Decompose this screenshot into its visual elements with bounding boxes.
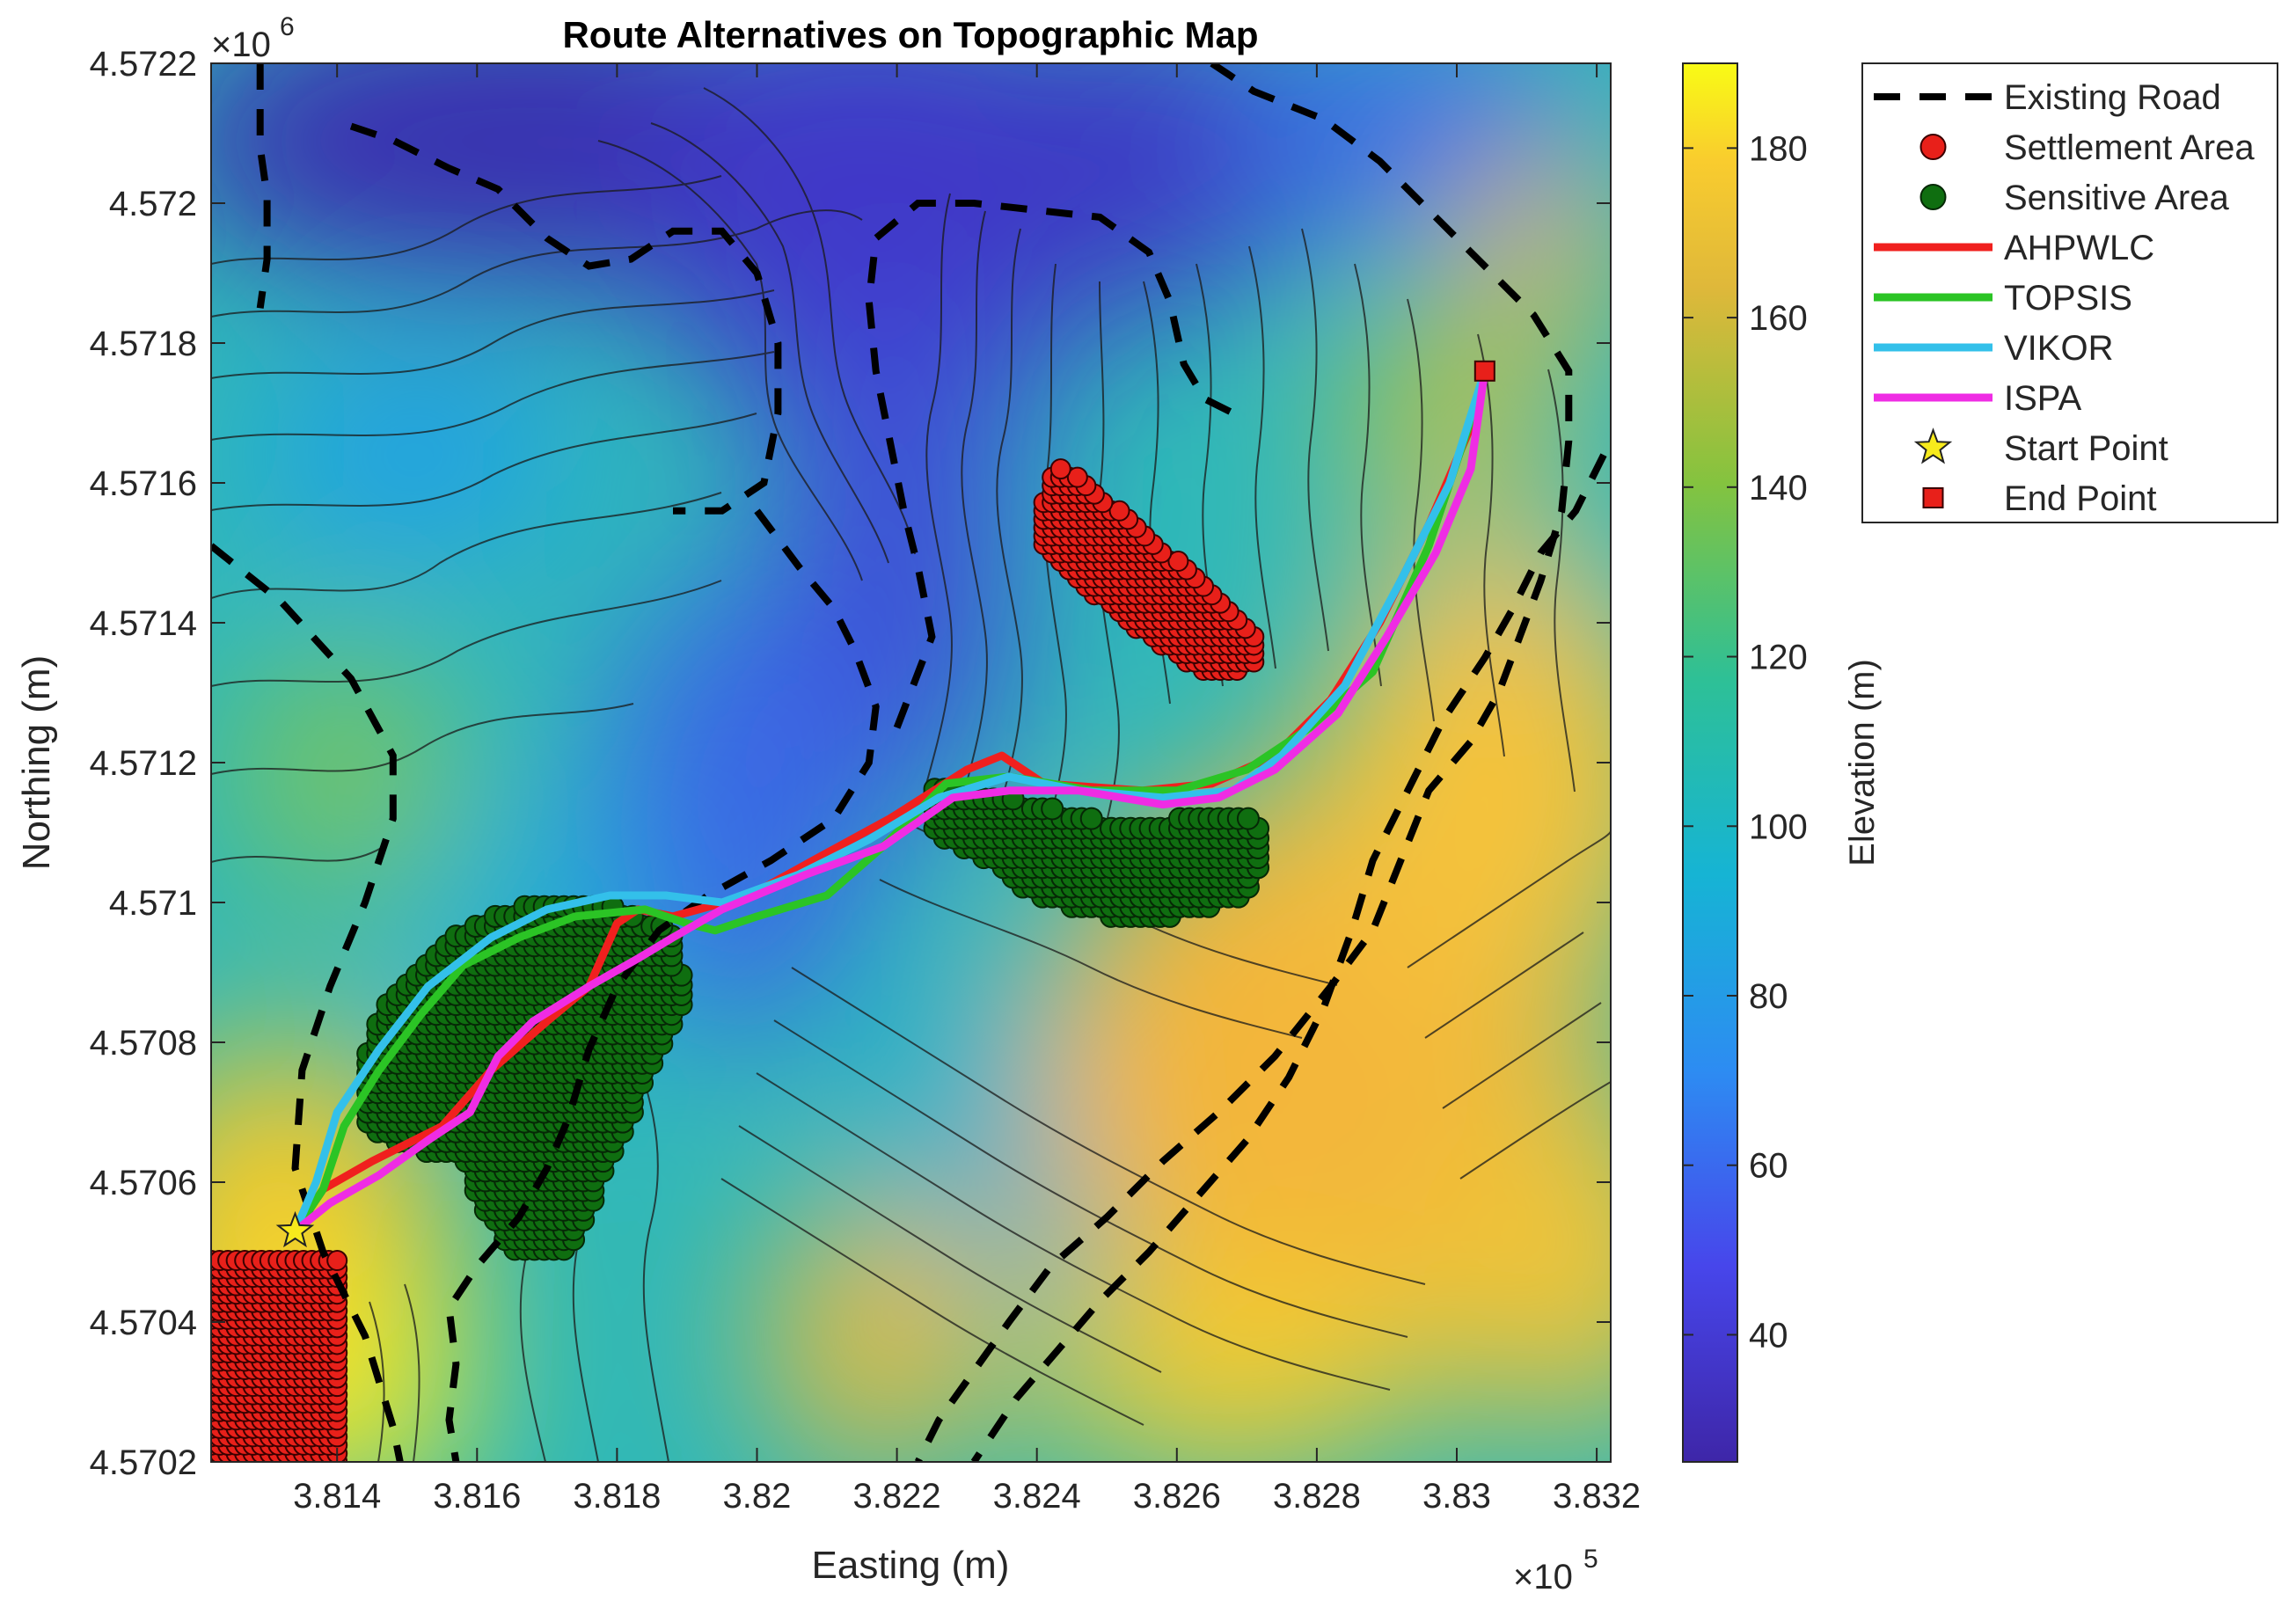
y-tick-label: 4.5716: [90, 464, 197, 503]
x-tick-label: 3.822: [853, 1477, 941, 1516]
y-tick-label: 4.5704: [90, 1304, 197, 1342]
x-tick-label: 3.816: [433, 1477, 521, 1516]
legend-label: AHPWLC: [2004, 229, 2154, 267]
legend-label: Sensitive Area: [2004, 179, 2229, 217]
y-axis-ticks: 4.5702 4.5704 4.5706 4.5708 4.571 4.5712 4.571…: [90, 45, 1611, 1482]
x-exponent-power: 5: [1583, 1545, 1598, 1574]
legend-label: Start Point: [2004, 429, 2168, 468]
legend-entry-settlement-area: Settlement Area: [1919, 128, 2255, 167]
colorbar-tick-label: 180: [1749, 129, 1808, 168]
start-point-marker: [275, 1210, 315, 1248]
legend-label: Existing Road: [2004, 78, 2221, 117]
x-tick-label: 3.826: [1133, 1477, 1221, 1516]
y-exponent-base: ×10: [211, 26, 271, 64]
legend-entry-topsis: TOPSIS: [1874, 279, 2132, 318]
x-tick-label: 3.828: [1273, 1477, 1361, 1516]
colorbar-tick-label: 80: [1749, 977, 1788, 1016]
x-tick-label: 3.824: [993, 1477, 1081, 1516]
plot-data-layer: [211, 63, 1607, 1462]
y-tick-label: 4.5714: [90, 604, 197, 643]
x-tick-label: 3.82: [723, 1477, 792, 1516]
settlement-area-region-2: [1033, 458, 1265, 682]
x-axis-label: Easting (m): [812, 1544, 1010, 1587]
colorbar-tick-label: 120: [1749, 639, 1808, 677]
colorbar-tick-label: 140: [1749, 469, 1808, 508]
colorbar-strip: [1682, 62, 1738, 1463]
legend-label: TOPSIS: [2004, 279, 2132, 318]
settlement-area-marker: [1066, 466, 1088, 488]
legend-swatch-marker: [1919, 184, 1947, 210]
legend-label: VIKOR: [2004, 329, 2113, 368]
route-ispa: [291, 367, 1489, 1236]
legend: Existing Road Settlement Area Sensitive Ar…: [1861, 62, 2278, 523]
legend-label: ISPA: [2004, 379, 2082, 418]
legend-entry-sensitive-area: Sensitive Area: [1919, 179, 2229, 217]
legend-swatch-star: [1913, 427, 1953, 464]
x-exponent-base: ×10: [1513, 1558, 1573, 1596]
x-tick-label: 3.818: [573, 1477, 661, 1516]
y-tick-label: 4.5722: [90, 45, 197, 84]
settlement-area-marker: [1049, 458, 1071, 480]
colorbar-tick-label: 60: [1749, 1147, 1788, 1186]
legend-swatch-square: [1922, 487, 1944, 508]
end-point-marker: [1473, 360, 1495, 382]
legend-entry-ahpwlc: AHPWLC: [1874, 229, 2154, 267]
existing-road-segment-2: [211, 543, 404, 1462]
terrain-blobs: [211, 63, 1611, 1462]
legend-entry-existing-road: Existing Road: [1874, 78, 2221, 117]
settlement-area-marker: [1108, 500, 1130, 522]
colorbar-label: Elevation (m): [1843, 659, 1882, 866]
sensitive-area-marker: [1236, 807, 1260, 830]
x-tick-label: 3.832: [1553, 1477, 1641, 1516]
y-exponent: ×10 6: [211, 12, 295, 64]
legend-entry-ispa: ISPA: [1874, 379, 2082, 418]
route-vikor: [291, 367, 1489, 1236]
terrain-layer: [211, 63, 1611, 1462]
settlement-area-marker: [1167, 551, 1189, 573]
settlement-area-marker: [326, 1250, 348, 1272]
legend-entry-end-point: End Point: [1922, 479, 2156, 518]
y-tick-label: 4.5718: [90, 325, 197, 363]
existing-road-segment-3: [349, 122, 782, 515]
y-tick-label: 4.572: [109, 185, 197, 223]
sensitive-area-marker: [1041, 797, 1064, 821]
existing-road-segment-6: [914, 63, 1573, 1462]
existing-road-segment-5: [865, 200, 1235, 729]
settlement-area-region-1: [211, 1250, 348, 1462]
y-tick-label: 4.5702: [90, 1443, 197, 1482]
y-exponent-power: 6: [280, 12, 295, 41]
colorbar-tick-label: 40: [1749, 1316, 1788, 1355]
legend-label: End Point: [2004, 479, 2156, 518]
sensitive-area-marker: [1079, 807, 1103, 830]
legend-swatch-marker: [1919, 134, 1947, 160]
x-exponent: ×10 5: [1513, 1545, 1598, 1596]
existing-road-segment-1: [256, 63, 271, 309]
colorbar-ticks: 40 60 80 100 120 140 160 180: [1683, 129, 1808, 1355]
legend-entry-vikor: VIKOR: [1874, 329, 2113, 368]
sensitive-area-region-2: [923, 778, 1270, 928]
x-tick-label: 3.83: [1422, 1477, 1491, 1516]
y-tick-label: 4.5712: [90, 744, 197, 783]
y-axis-label: Northing (m): [15, 655, 58, 871]
y-tick-label: 4.571: [109, 884, 197, 923]
colorbar-tick-label: 160: [1749, 299, 1808, 338]
legend-label: Settlement Area: [2004, 128, 2255, 167]
colorbar-tick-label: 100: [1749, 807, 1808, 846]
x-tick-label: 3.814: [293, 1477, 381, 1516]
y-tick-label: 4.5708: [90, 1024, 197, 1063]
chart-title: Route Alternatives on Topographic Map: [562, 14, 1258, 55]
colorbar: 40 60 80 100 120 140 160 180 Elevation (m): [1682, 62, 1882, 1463]
legend-entries: Existing Road Settlement Area Sensitive Ar…: [1874, 78, 2255, 518]
legend-entry-start-point: Start Point: [1913, 427, 2168, 468]
x-axis-ticks: 3.814 3.816 3.818 3.82 3.822 3.824 3.826 3.828 3…: [293, 63, 1641, 1516]
y-tick-label: 4.5706: [90, 1164, 197, 1202]
